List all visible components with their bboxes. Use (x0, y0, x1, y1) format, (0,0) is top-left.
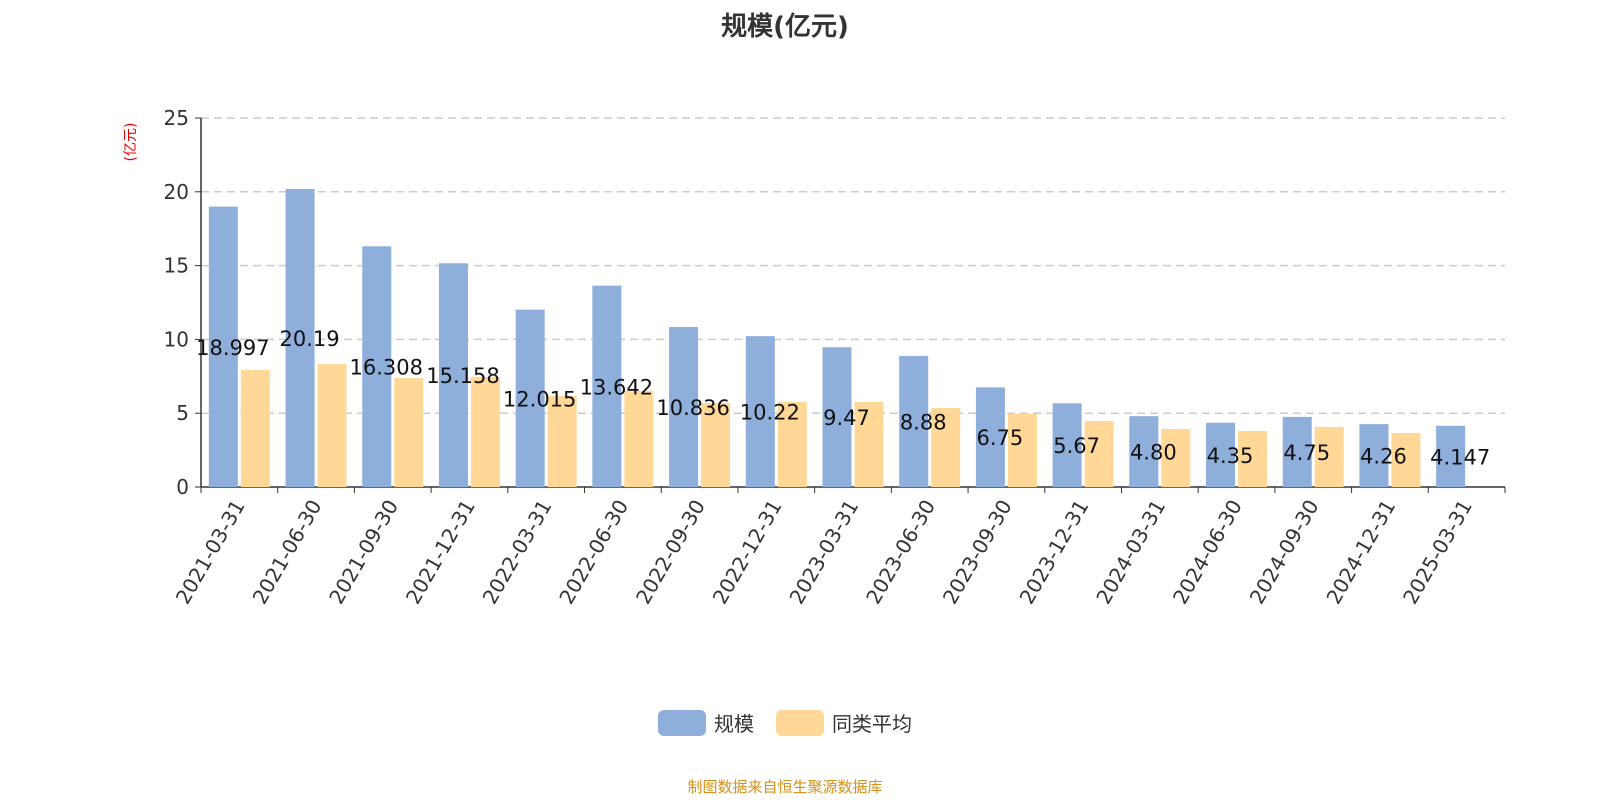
data-label: 20.19 (279, 327, 339, 351)
y-tick-label: 20 (164, 180, 189, 204)
x-tick-label: 2024-12-31 (1321, 496, 1400, 609)
data-label: 4.75 (1283, 441, 1330, 465)
data-label: 16.308 (350, 356, 423, 380)
bar-scale (208, 206, 238, 487)
bar-scale (899, 355, 929, 487)
data-label: 4.35 (1207, 444, 1254, 468)
bar-scale (362, 246, 392, 487)
bar-average (624, 391, 654, 487)
chart-title: 规模(亿元) (721, 12, 849, 42)
y-tick-label: 15 (164, 254, 189, 278)
legend: 规模 同类平均 (0, 708, 1570, 737)
bar-scale (592, 285, 622, 487)
x-tick-label: 2021-09-30 (324, 496, 403, 609)
data-label: 5.67 (1053, 434, 1100, 458)
x-tick-label: 2024-03-31 (1091, 496, 1170, 609)
bar-average (1314, 426, 1344, 487)
data-label: 13.642 (580, 375, 653, 399)
bar-average (394, 378, 424, 487)
bar-average (240, 369, 270, 487)
x-tick-label: 2024-06-30 (1168, 496, 1247, 609)
x-tick-label: 2022-12-31 (708, 496, 787, 609)
bar-scale (1359, 424, 1389, 487)
bar-scale (1052, 403, 1082, 487)
x-tick-label: 2021-12-31 (401, 496, 480, 609)
data-label: 6.75 (977, 426, 1024, 450)
bar-average (547, 395, 577, 487)
bar-average (317, 364, 347, 487)
x-tick-label: 2025-03-31 (1398, 496, 1477, 609)
bar-average (931, 408, 961, 487)
legend-label: 规模 (714, 712, 754, 736)
y-tick-label: 25 (164, 106, 189, 130)
data-label: 9.47 (823, 406, 870, 430)
bar-average (1238, 431, 1268, 487)
data-label: 4.80 (1130, 441, 1177, 465)
data-label: 10.22 (740, 401, 800, 425)
bar-average (1007, 413, 1037, 487)
x-tick-label: 2023-03-31 (784, 496, 863, 609)
y-tick-label: 0 (176, 475, 189, 499)
bar-average (470, 377, 500, 487)
data-label: 4.147 (1430, 445, 1490, 469)
data-label: 8.88 (900, 410, 947, 434)
x-tick-label: 2023-12-31 (1015, 496, 1094, 609)
data-label: 4.26 (1360, 445, 1407, 469)
bar-average (1161, 428, 1191, 487)
bar-scale (669, 327, 699, 487)
bar-scale (1206, 422, 1236, 487)
x-tick-label: 2022-06-30 (554, 496, 633, 609)
data-label: 10.836 (656, 396, 729, 420)
legend-swatch (776, 709, 824, 736)
data-label: 15.158 (426, 364, 499, 388)
data-label: 18.997 (196, 336, 269, 360)
bar-scale (1282, 416, 1312, 487)
bar-scale (745, 336, 775, 487)
y-tick-label: 5 (176, 401, 189, 425)
x-tick-label: 2023-09-30 (938, 496, 1017, 609)
source-note: 制图数据来自恒生聚源数据库 (687, 778, 883, 796)
bar-scale (822, 347, 852, 487)
y-tick-label: 10 (164, 327, 189, 351)
legend-swatch (658, 709, 706, 736)
x-tick-label: 2023-06-30 (861, 496, 940, 609)
data-label: 12.015 (503, 387, 576, 411)
legend-item-scale[interactable]: 规模 (658, 708, 754, 737)
bar-average (1084, 421, 1114, 487)
bar-scale (515, 309, 545, 487)
bar-scale (285, 188, 315, 487)
x-tick-label: 2022-09-30 (631, 496, 710, 609)
bar-average (1391, 432, 1421, 487)
bar-scale (975, 387, 1005, 487)
bar-average (701, 403, 731, 487)
x-tick-label: 2021-06-30 (247, 496, 326, 609)
x-tick-label: 2022-03-31 (478, 496, 557, 609)
bar-scale (438, 263, 468, 487)
bar-average (777, 401, 807, 487)
legend-label: 同类平均 (832, 712, 912, 736)
bar-scale (1129, 416, 1159, 487)
bar-average (854, 401, 884, 487)
bar-scale (1436, 425, 1466, 487)
x-tick-label: 2024-09-30 (1245, 496, 1324, 609)
legend-item-average[interactable]: 同类平均 (776, 708, 912, 737)
x-tick-label: 2021-03-31 (171, 496, 250, 609)
